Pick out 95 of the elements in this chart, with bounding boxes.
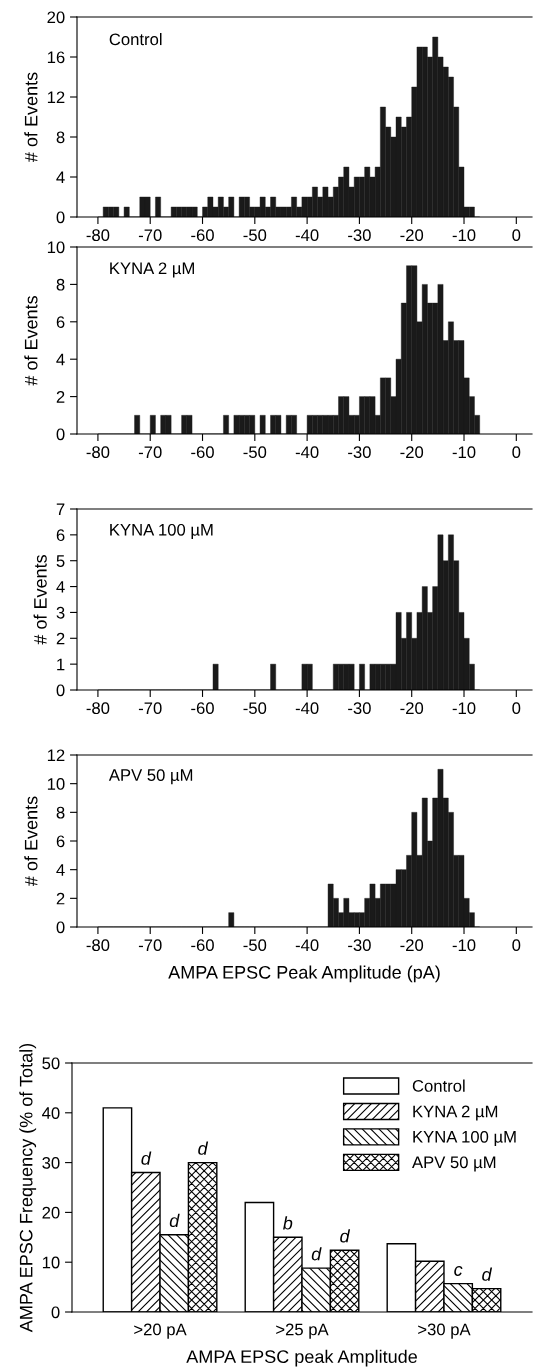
x-tick-label: -40 <box>295 446 319 459</box>
x-tick-label: -50 <box>243 939 267 952</box>
legend-label: KYNA 2 µM <box>413 1105 498 1121</box>
x-tick-label: -60 <box>191 229 214 242</box>
x-tick-label: -80 <box>86 702 110 715</box>
y-axis-title: # of Events <box>33 554 47 645</box>
x-tick-label: -70 <box>138 446 162 459</box>
x-tick-label: -20 <box>400 229 424 242</box>
x-axis-title: AMPA EPSC Peak Amplitude (pA) <box>168 965 440 983</box>
y-axis-title: # of Events <box>24 796 38 887</box>
y-tick-label: 10 <box>42 1256 60 1269</box>
y-axis-title: AMPA EPSC Frequency (% of Total) <box>19 1043 37 1333</box>
y-tick-label: 8 <box>56 131 65 144</box>
x-tick-label: >25 pA <box>276 1323 329 1339</box>
y-tick-label: 2 <box>56 892 65 905</box>
x-tick-label: >30 pA <box>418 1323 471 1339</box>
x-tick-label: -50 <box>243 446 267 459</box>
x-tick-label: -80 <box>86 229 110 242</box>
y-tick-label: 6 <box>56 316 65 328</box>
y-tick-label: 0 <box>51 1306 60 1319</box>
y-tick-label: 6 <box>56 529 65 542</box>
x-tick-label: -60 <box>191 939 214 952</box>
x-tick-label: -10 <box>452 702 476 715</box>
x-tick-label: 0 <box>512 446 521 459</box>
y-tick-label: 30 <box>42 1157 60 1169</box>
x-tick-label: -40 <box>295 939 319 952</box>
data-label: d <box>169 1213 180 1228</box>
x-tick-label: 0 <box>512 939 521 952</box>
y-tick-label: 4 <box>56 171 65 184</box>
data-label: d <box>311 1247 322 1261</box>
data-label: b <box>283 1216 293 1230</box>
text: KYNA 2 µM <box>110 262 194 278</box>
x-tick-label: >20 pA <box>134 1323 187 1339</box>
x-tick-label: -10 <box>452 229 476 242</box>
y-tick-label: 0 <box>56 921 65 934</box>
y-tick-label: 0 <box>56 211 65 224</box>
data-label: d <box>482 1267 493 1281</box>
y-tick-label: 20 <box>47 11 65 24</box>
x-axis-title: AMPA EPSC peak Amplitude <box>186 1349 417 1367</box>
y-tick-label: 5 <box>56 555 65 567</box>
y-tick-label: 4 <box>56 864 65 876</box>
text: KYNA 100 µM <box>110 523 213 540</box>
data-label: c <box>454 1265 463 1276</box>
legend-label: APV 50 µM <box>412 1156 496 1172</box>
data-label: d <box>198 1141 209 1155</box>
y-tick-label: 8 <box>56 278 65 291</box>
text: Control <box>109 33 162 46</box>
y-tick-label: 2 <box>56 391 65 403</box>
x-tick-label: -40 <box>295 702 319 715</box>
y-tick-label: 4 <box>56 353 65 366</box>
y-tick-label: 7 <box>56 503 65 516</box>
y-tick-label: 20 <box>42 1206 60 1219</box>
y-tick-label: 12 <box>47 91 65 104</box>
x-tick-label: -50 <box>243 702 267 715</box>
x-tick-label: -20 <box>400 446 424 459</box>
y-axis-title: # of Events <box>24 295 38 386</box>
y-tick-label: 10 <box>47 778 65 790</box>
legend-label: KYNA 100 µM <box>413 1130 516 1147</box>
y-tick-label: 6 <box>56 835 65 848</box>
y-tick-label: 2 <box>56 632 65 645</box>
x-tick-label: -20 <box>400 702 424 715</box>
x-tick-label: 0 <box>512 702 521 715</box>
x-tick-label: -80 <box>86 446 110 459</box>
x-tick-label: -20 <box>400 939 424 952</box>
y-tick-label: 40 <box>42 1107 60 1119</box>
y-tick-label: 0 <box>56 684 65 697</box>
x-tick-label: -40 <box>295 229 319 242</box>
y-axis-title: # of Events <box>24 72 38 163</box>
x-tick-label: -30 <box>348 446 371 459</box>
legend-label: Control <box>412 1079 465 1092</box>
x-tick-label: -10 <box>452 446 476 459</box>
x-tick-label: -30 <box>348 229 371 242</box>
text: APV 50 µM <box>108 769 193 785</box>
y-tick-label: 12 <box>47 749 65 762</box>
y-tick-label: 16 <box>47 51 65 64</box>
x-tick-label: -30 <box>348 702 371 715</box>
data-label: d <box>141 1151 152 1165</box>
x-tick-label: -10 <box>452 939 476 952</box>
x-tick-label: -60 <box>191 446 214 459</box>
x-tick-label: -60 <box>191 702 214 715</box>
x-tick-label: -30 <box>348 939 371 952</box>
y-tick-label: 4 <box>56 581 65 593</box>
x-tick-label: -70 <box>138 702 162 715</box>
x-tick-label: -70 <box>138 939 162 952</box>
y-tick-label: 0 <box>56 428 65 441</box>
y-tick-label: 1 <box>57 658 65 671</box>
x-tick-label: -70 <box>138 229 162 242</box>
y-tick-label: 10 <box>47 241 65 254</box>
y-tick-label: 50 <box>42 1057 60 1070</box>
y-tick-label: 3 <box>56 606 65 619</box>
x-tick-label: -80 <box>86 939 110 952</box>
y-tick-label: 8 <box>56 806 65 819</box>
data-label: d <box>340 1229 351 1243</box>
x-tick-label: -50 <box>243 229 267 242</box>
x-tick-label: 0 <box>512 229 521 242</box>
